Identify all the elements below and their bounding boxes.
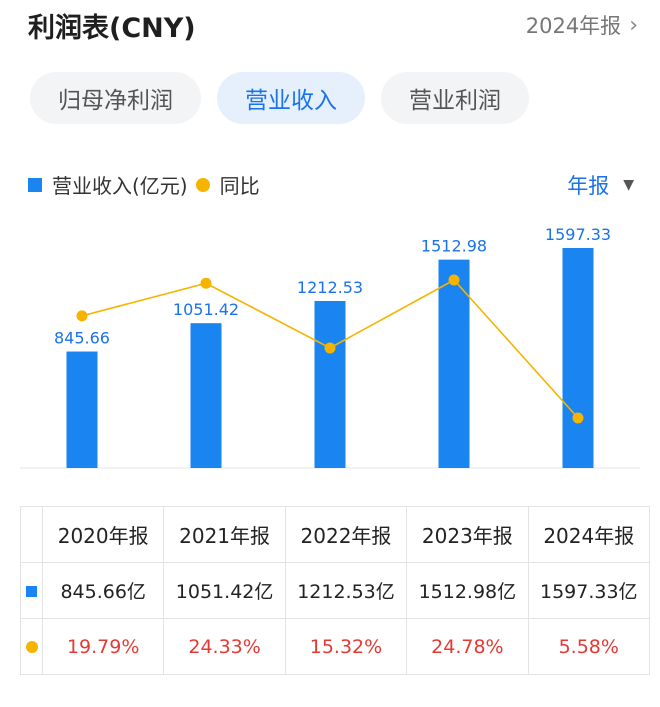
bar <box>66 351 98 468</box>
report-period-label: 2024年报 <box>525 14 622 38</box>
table-cell: 24.78% <box>406 618 529 675</box>
square-icon <box>26 585 37 597</box>
table-cell: 1597.33亿 <box>527 562 651 619</box>
table-header-cell: 2024年报 <box>527 506 651 563</box>
revenue-row-marker <box>20 562 43 619</box>
page-title: 利润表(CNY) <box>28 13 196 44</box>
bar <box>314 300 346 468</box>
yoy-point <box>76 310 88 322</box>
table-row-revenue: 845.66亿 1051.42亿 1212.53亿 1512.98亿 1597.… <box>20 562 651 619</box>
table-cell: 845.66亿 <box>41 562 165 619</box>
yoy-row-marker <box>20 618 43 675</box>
chart-legend: 营业收入(亿元) 同比 <box>28 170 260 199</box>
data-table: 2020年报 2021年报 2022年报 2023年报 2024年报 845.6… <box>20 506 651 675</box>
bar-legend-swatch <box>28 177 42 192</box>
period-select[interactable]: 年报 ▼ <box>567 170 634 200</box>
metric-tabs: 归母净利润 营业收入 营业利润 <box>30 72 529 124</box>
table-header-cell: 2023年报 <box>406 506 529 563</box>
table-header-cell: 2022年报 <box>284 506 408 563</box>
line-legend-swatch <box>195 177 210 192</box>
table-header-row: 2020年报 2021年报 2022年报 2023年报 2024年报 <box>20 506 651 563</box>
yoy-point <box>448 274 460 286</box>
bar-data-label: 1512.98 <box>421 237 487 256</box>
legend-yoy-label: 同比 <box>219 174 260 198</box>
table-row-yoy: 19.79% 24.33% 15.32% 24.78% 5.58% <box>20 618 651 675</box>
bar <box>190 323 222 468</box>
yoy-point <box>324 342 336 354</box>
table-header-cell: 2020年报 <box>41 506 165 563</box>
table-cell: 1051.42亿 <box>163 562 286 619</box>
table-cell: 1512.98亿 <box>406 562 529 619</box>
yoy-point <box>572 412 584 424</box>
table-cell: 1212.53亿 <box>284 562 408 619</box>
bar-data-label: 1212.53 <box>297 278 363 297</box>
bar <box>438 259 470 468</box>
dot-icon <box>25 640 38 653</box>
tab-operating-profit[interactable]: 营业利润 <box>381 72 529 124</box>
bar-data-label: 845.66 <box>54 329 110 348</box>
bar-data-label: 1051.42 <box>173 300 239 319</box>
table-cell: 5.58% <box>527 618 651 675</box>
triangle-down-icon: ▼ <box>623 177 634 193</box>
bar-data-label: 1597.33 <box>545 225 611 244</box>
period-select-label: 年报 <box>567 174 610 198</box>
revenue-chart: 845.66 1051.42 1212.53 1512.98 1597.33 <box>20 225 640 469</box>
header: 利润表(CNY) 2024年报 › <box>0 0 660 50</box>
legend-revenue-label: 营业收入(亿元) <box>52 174 188 198</box>
table-header-cell: 2021年报 <box>163 506 286 563</box>
tab-net-profit[interactable]: 归母净利润 <box>30 72 201 124</box>
table-corner-cell <box>20 506 43 563</box>
chevron-right-icon: › <box>629 12 638 38</box>
report-period-link[interactable]: 2024年报 › <box>526 10 638 40</box>
table-cell: 19.79% <box>41 618 165 675</box>
bar <box>562 248 594 468</box>
table-cell: 15.32% <box>284 618 408 675</box>
table-cell: 24.33% <box>163 618 286 675</box>
yoy-point <box>200 277 212 289</box>
tab-revenue[interactable]: 营业收入 <box>217 72 365 124</box>
